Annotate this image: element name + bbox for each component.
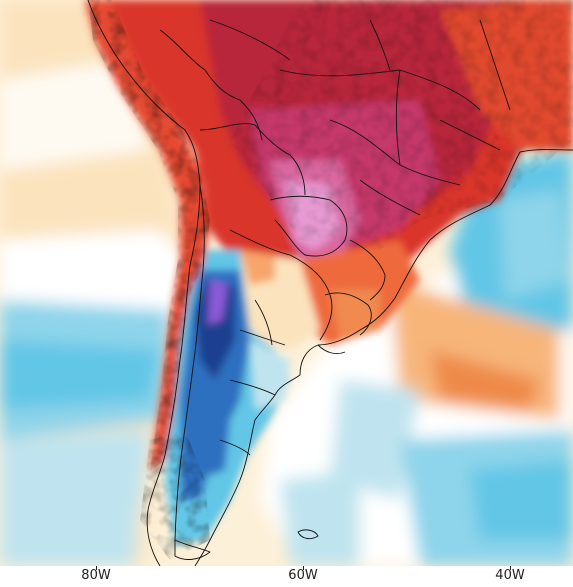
land-field (85, 0, 573, 560)
uruguay-border (324, 292, 372, 336)
longitude-axis: 80W 60W 40W (0, 566, 573, 587)
tick-label-60w: 60W (288, 568, 318, 583)
tick-mark-60w (303, 566, 304, 570)
tick-label-80w: 80W (81, 568, 111, 583)
tick-mark-80w (96, 566, 97, 570)
tick-mark-40w (510, 566, 511, 570)
pacific-coastline (87, 0, 201, 566)
chile-argentina-border (174, 184, 205, 541)
argentina-north-border (229, 229, 333, 341)
tick-label-40w: 40W (495, 568, 525, 583)
paraguay-border (269, 195, 348, 257)
brazil-south-border (349, 239, 386, 301)
borders (87, 0, 573, 566)
bolivia-border (199, 123, 306, 196)
temperature-anomaly-map (0, 0, 573, 566)
peru-brazil-border (159, 29, 263, 141)
